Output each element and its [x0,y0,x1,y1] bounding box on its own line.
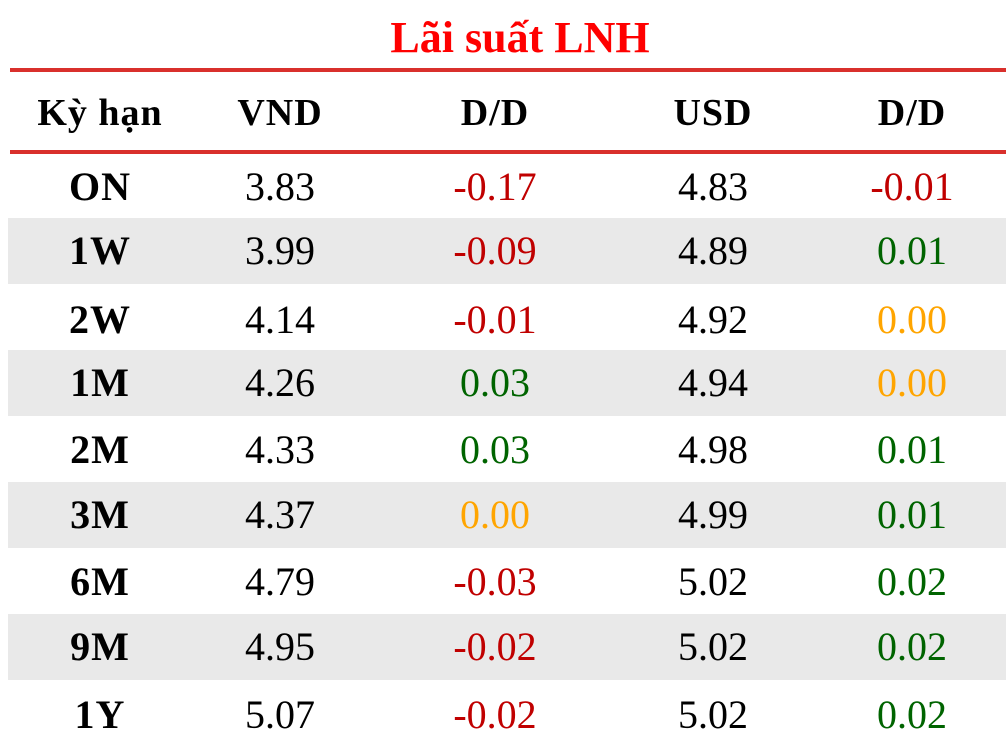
header-top-rule [10,68,1006,72]
vnd-change-cell: -0.02 [453,692,537,737]
usd-rate-cell: 4.99 [678,492,748,537]
usd-rate-cell: 4.83 [678,164,748,209]
header-vnd: VND [237,92,323,134]
usd-rate-cell: 4.98 [678,427,748,472]
vnd-change-cell: -0.17 [453,164,537,209]
vnd-rate-cell: 4.79 [245,559,315,604]
term-cell: ON [69,164,131,209]
term-cell: 1W [69,228,131,273]
term-cell: 2W [69,297,131,342]
term-cell: 2M [70,427,130,472]
vnd-rate-cell: 4.33 [245,427,315,472]
term-cell: 1Y [74,692,126,737]
table-row: 1Y 5.07 -0.02 5.02 0.02 [8,682,1006,748]
table-title: Lãi suất LNH [390,13,650,62]
usd-rate-cell: 4.94 [678,360,748,405]
term-cell: 3M [70,492,130,537]
table-row: ON 3.83 -0.17 4.83 -0.01 [8,154,1006,220]
usd-change-cell: 0.00 [877,360,947,405]
usd-change-cell: 0.02 [877,692,947,737]
vnd-change-cell: -0.09 [453,228,537,273]
vnd-change-cell: -0.01 [453,297,537,342]
usd-change-cell: -0.01 [870,164,954,209]
usd-change-cell: 0.01 [877,427,947,472]
vnd-rate-cell: 4.14 [245,297,315,342]
term-cell: 9M [70,624,130,669]
vnd-rate-cell: 3.83 [245,164,315,209]
table-row: 2M 4.33 0.03 4.98 0.01 [8,417,1006,483]
header-term: Kỳ hạn [37,92,163,134]
usd-rate-cell: 4.89 [678,228,748,273]
header-usd-dd: D/D [877,92,947,134]
usd-change-cell: 0.01 [877,492,947,537]
usd-rate-cell: 5.02 [678,559,748,604]
term-cell: 1M [70,360,130,405]
vnd-rate-cell: 5.07 [245,692,315,737]
term-cell: 6M [70,559,130,604]
vnd-rate-cell: 3.99 [245,228,315,273]
table-row: 9M 4.95 -0.02 5.02 0.02 [8,614,1006,680]
header-row: Kỳ hạn VND D/D USD D/D [8,76,1006,150]
table-row: 3M 4.37 0.00 4.99 0.01 [8,482,1006,548]
vnd-change-cell: 0.00 [460,492,530,537]
vnd-rate-cell: 4.37 [245,492,315,537]
usd-change-cell: 0.00 [877,297,947,342]
table-row: 1M 4.26 0.03 4.94 0.00 [8,350,1006,416]
header-vnd-dd: D/D [460,92,530,134]
usd-rate-cell: 5.02 [678,624,748,669]
usd-change-cell: 0.01 [877,228,947,273]
usd-change-cell: 0.02 [877,624,947,669]
vnd-change-cell: 0.03 [460,360,530,405]
vnd-change-cell: 0.03 [460,427,530,472]
vnd-rate-cell: 4.26 [245,360,315,405]
vnd-change-cell: -0.02 [453,624,537,669]
vnd-rate-cell: 4.95 [245,624,315,669]
vnd-change-cell: -0.03 [453,559,537,604]
usd-rate-cell: 5.02 [678,692,748,737]
header-usd: USD [673,92,753,134]
table-row: 1W 3.99 -0.09 4.89 0.01 [8,218,1006,284]
usd-rate-cell: 4.92 [678,297,748,342]
usd-change-cell: 0.02 [877,559,947,604]
table-row: 6M 4.79 -0.03 5.02 0.02 [8,549,1006,615]
table-row: 2W 4.14 -0.01 4.92 0.00 [8,287,1006,353]
header-bottom-rule [10,150,1006,154]
